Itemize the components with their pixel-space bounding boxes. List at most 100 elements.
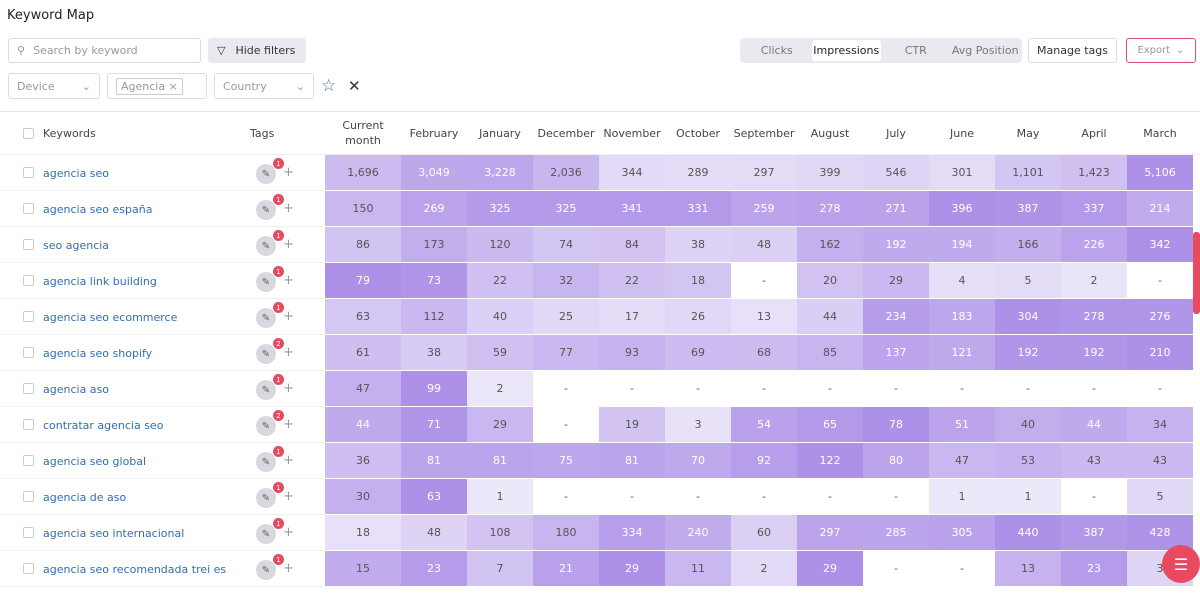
add-tag[interactable]: + xyxy=(283,381,294,396)
tag-icon[interactable]: ✎ xyxy=(256,380,276,400)
chip-select[interactable]: Agencia × xyxy=(107,73,207,99)
tag-icon[interactable]: ✎ xyxy=(256,200,276,220)
add-tag[interactable]: + xyxy=(283,489,294,504)
manage-tags-button[interactable]: Manage tags xyxy=(1028,38,1117,63)
cell-value: 387 xyxy=(1061,515,1127,551)
row-checkbox[interactable] xyxy=(23,383,34,394)
tag-icon[interactable]: ✎ xyxy=(256,488,276,508)
cell-value: 13 xyxy=(731,299,797,335)
keyword[interactable]: agencia seo ecommerce xyxy=(43,310,178,324)
tag-icon[interactable]: ✎ xyxy=(256,236,276,256)
tag-icon[interactable]: ✎ xyxy=(256,416,276,436)
column-header[interactable]: April xyxy=(1081,126,1107,140)
add-tag[interactable]: + xyxy=(283,309,294,324)
cell-value: 5 xyxy=(1127,479,1193,515)
column-header[interactable]: December xyxy=(537,126,595,140)
row-rule xyxy=(0,586,325,587)
cell-value: 269 xyxy=(401,191,467,227)
column-header[interactable]: March xyxy=(1143,126,1177,140)
country-select[interactable]: Country ⌄ xyxy=(214,73,314,99)
row-checkbox[interactable] xyxy=(23,239,34,250)
cell-value: 32 xyxy=(533,263,599,299)
cell-value: 17 xyxy=(599,299,665,335)
cell-value: - xyxy=(731,479,797,515)
add-tag[interactable]: + xyxy=(283,417,294,432)
column-header[interactable]: November xyxy=(603,126,661,140)
cell-value: 65 xyxy=(797,407,863,443)
column-header[interactable]: Keywords xyxy=(43,126,96,140)
add-tag[interactable]: + xyxy=(283,165,294,180)
tag-icon[interactable]: ✎ xyxy=(256,560,276,580)
clear-filters-icon[interactable]: ✕ xyxy=(348,77,361,95)
row-checkbox[interactable] xyxy=(23,203,34,214)
tag-icon[interactable]: ✎ xyxy=(256,308,276,328)
keyword[interactable]: agencia seo españa xyxy=(43,202,153,216)
column-header[interactable]: May xyxy=(1016,126,1040,140)
cell-value: 30 xyxy=(325,479,401,515)
cell-value: - xyxy=(863,551,929,587)
column-header[interactable]: June xyxy=(950,126,974,140)
tag-count: 1 xyxy=(273,446,284,457)
cell-value: 22 xyxy=(467,263,533,299)
add-tag[interactable]: + xyxy=(283,561,294,576)
cell-value: 78 xyxy=(863,407,929,443)
row-checkbox[interactable] xyxy=(23,527,34,538)
column-header[interactable]: January xyxy=(479,126,521,140)
add-tag[interactable]: + xyxy=(283,273,294,288)
column-header[interactable]: September xyxy=(733,126,795,140)
cell-value: 120 xyxy=(467,227,533,263)
add-tag[interactable]: + xyxy=(283,525,294,540)
column-header[interactable]: August xyxy=(810,126,850,140)
search-box[interactable]: ⚲ Search by keyword xyxy=(8,38,201,63)
export-button[interactable]: Export ⌄ xyxy=(1126,38,1196,63)
add-tag[interactable]: + xyxy=(283,453,294,468)
column-header[interactable]: Current month xyxy=(342,119,384,147)
row-checkbox[interactable] xyxy=(23,455,34,466)
cell-value: 61 xyxy=(325,335,401,371)
keyword[interactable]: contratar agencia seo xyxy=(43,418,164,432)
metric-tab[interactable]: Avg Position xyxy=(951,44,1019,57)
keyword[interactable]: agencia seo internacional xyxy=(43,526,185,540)
row-checkbox[interactable] xyxy=(23,491,34,502)
keyword[interactable]: agencia seo global xyxy=(43,454,147,468)
device-select[interactable]: Device ⌄ xyxy=(8,73,100,99)
keyword[interactable]: seo agencia xyxy=(43,238,110,252)
cell-value: - xyxy=(797,479,863,515)
metric-tab[interactable]: Impressions xyxy=(811,40,881,61)
keyword[interactable]: agencia seo xyxy=(43,166,110,180)
row-checkbox[interactable] xyxy=(23,347,34,358)
column-header[interactable]: Tags xyxy=(250,126,275,140)
metric-tab[interactable]: CTR xyxy=(904,44,927,57)
hide-filters-button[interactable]: ▽ Hide filters xyxy=(208,38,306,63)
row-checkbox[interactable] xyxy=(23,563,34,574)
row-checkbox[interactable] xyxy=(23,167,34,178)
row-checkbox[interactable] xyxy=(23,419,34,430)
tag-icon[interactable]: ✎ xyxy=(256,272,276,292)
cell-value: 342 xyxy=(1127,227,1193,263)
chat-button[interactable]: ☰ xyxy=(1162,545,1200,583)
keyword[interactable]: agencia seo recomendada trei es xyxy=(43,562,227,576)
metric-tabs: Clicks Impressions CTR Avg Position xyxy=(740,38,1022,63)
column-header[interactable]: October xyxy=(675,126,721,140)
tag-icon[interactable]: ✎ xyxy=(256,524,276,544)
tag-icon[interactable]: ✎ xyxy=(256,344,276,364)
row-checkbox[interactable] xyxy=(23,311,34,322)
add-tag[interactable]: + xyxy=(283,201,294,216)
keyword[interactable]: agencia seo shopify xyxy=(43,346,153,360)
add-tag[interactable]: + xyxy=(283,345,294,360)
keyword[interactable]: agencia link building xyxy=(43,274,157,288)
keyword[interactable]: agencia aso xyxy=(43,382,110,396)
tag-icon[interactable]: ✎ xyxy=(256,452,276,472)
cell-value: 194 xyxy=(929,227,995,263)
cell-value: - xyxy=(599,371,665,407)
tag-icon[interactable]: ✎ xyxy=(256,164,276,184)
column-header[interactable]: July xyxy=(886,126,906,140)
header-checkbox[interactable] xyxy=(23,128,34,139)
tag-count: 2 xyxy=(273,338,284,349)
favorite-icon[interactable]: ☆ xyxy=(321,76,337,96)
row-checkbox[interactable] xyxy=(23,275,34,286)
column-header[interactable]: February xyxy=(409,126,459,140)
add-tag[interactable]: + xyxy=(283,237,294,252)
metric-tab[interactable]: Clicks xyxy=(760,44,793,57)
keyword[interactable]: agencia de aso xyxy=(43,490,127,504)
